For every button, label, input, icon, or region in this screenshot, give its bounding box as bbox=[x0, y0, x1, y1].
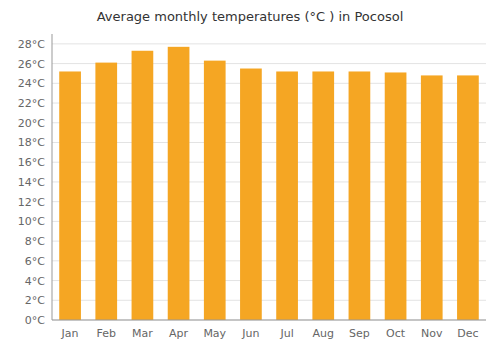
bar bbox=[421, 75, 443, 320]
x-tick-label: May bbox=[203, 327, 226, 340]
bar bbox=[204, 61, 226, 320]
title: Average monthly temperatures (°C ) in Po… bbox=[97, 9, 404, 24]
bar bbox=[168, 47, 190, 320]
x-tick-label: Feb bbox=[97, 327, 116, 340]
chart-svg: 0°C 2°C 4°C 6°C 8°C 10°C 12°C 14°C 16°C 18°C 20°C 2… bbox=[0, 0, 500, 350]
y-axis: 0°C 2°C 4°C 6°C 8°C 10°C 12°C 14°C 16°C 18°C 20°C 2… bbox=[18, 34, 52, 327]
y-tick-label: 0°C bbox=[25, 314, 45, 327]
bar bbox=[276, 71, 298, 320]
chart-container: 0°C 2°C 4°C 6°C 8°C 10°C 12°C 14°C 16°C 18°C 20°C 2… bbox=[0, 0, 500, 350]
y-tick-label: 8°C bbox=[25, 235, 45, 248]
x-tick-label: Jul bbox=[279, 327, 293, 340]
bar bbox=[240, 69, 262, 320]
x-tick-label: Mar bbox=[132, 327, 153, 340]
x-tick-label: Nov bbox=[421, 327, 443, 340]
grid-line bbox=[52, 43, 486, 44]
y-tick-label: 16°C bbox=[18, 156, 45, 169]
grid-line bbox=[52, 320, 486, 321]
y-tick-label: 20°C bbox=[18, 117, 45, 130]
y-tick-label: 12°C bbox=[18, 196, 45, 209]
y-tick-label: 26°C bbox=[18, 58, 45, 71]
x-tick-label: Sep bbox=[349, 327, 370, 340]
y-tick-label: 18°C bbox=[18, 136, 45, 149]
bar bbox=[312, 71, 334, 320]
y-tick-label: 22°C bbox=[18, 97, 45, 110]
x-tick-label: Dec bbox=[457, 327, 478, 340]
y-axis-line bbox=[52, 34, 53, 320]
x-axis-line bbox=[52, 320, 486, 321]
x-tick-label: Apr bbox=[169, 327, 189, 340]
bar bbox=[457, 75, 479, 320]
x-tick-label: Jan bbox=[61, 327, 79, 340]
bar bbox=[132, 51, 154, 320]
bar bbox=[95, 63, 117, 320]
y-tick-label: 2°C bbox=[25, 294, 45, 307]
y-tick-label: 4°C bbox=[25, 275, 45, 288]
x-tick-label: Oct bbox=[386, 327, 406, 340]
y-tick-label: 14°C bbox=[18, 176, 45, 189]
bar bbox=[349, 71, 371, 320]
y-tick-label: 6°C bbox=[25, 255, 45, 268]
x-tick-label: Jun bbox=[241, 327, 259, 340]
y-tick-label: 10°C bbox=[18, 215, 45, 228]
y-tick-label: 24°C bbox=[18, 77, 45, 90]
y-tick-label: 28°C bbox=[18, 38, 45, 51]
bar bbox=[385, 72, 407, 320]
x-tick-label: Aug bbox=[313, 327, 334, 340]
grid bbox=[52, 44, 486, 320]
x-axis: Jan Feb Mar Apr May Jun Jul Aug Sep Oct Nov Dec bbox=[52, 320, 486, 340]
bars bbox=[59, 47, 479, 320]
bar bbox=[59, 71, 81, 320]
